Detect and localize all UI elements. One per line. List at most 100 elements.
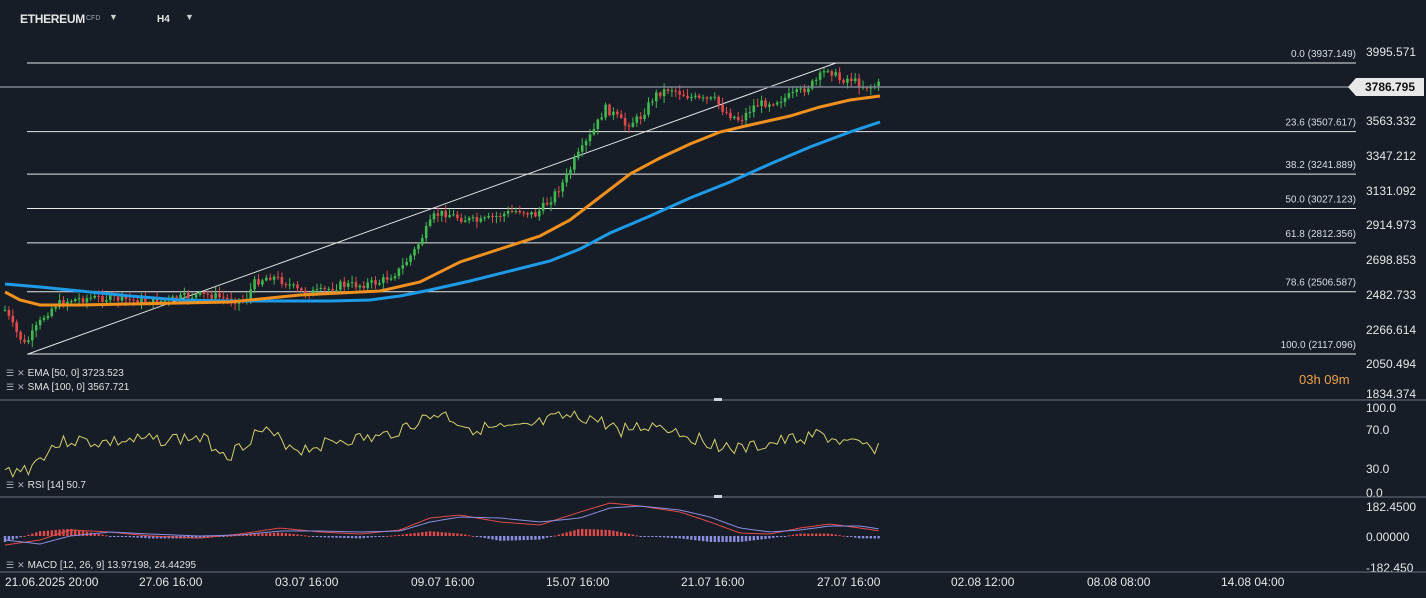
macd-histogram-bar — [491, 536, 494, 540]
candle-body — [733, 116, 736, 119]
macd-histogram-bar — [799, 533, 802, 536]
candle-body — [506, 211, 510, 214]
macd-histogram-bar — [838, 535, 841, 537]
macd-histogram-bar — [865, 536, 869, 539]
candle-body — [323, 287, 327, 290]
candle-body — [120, 295, 124, 301]
macd-histogram-bar — [362, 536, 365, 539]
candle-body — [331, 288, 334, 291]
time-axis-label: 21.06.2025 20:00 — [5, 575, 99, 589]
macd-histogram-bar — [27, 534, 30, 536]
macd-histogram-bar — [202, 536, 206, 539]
candle-body — [194, 294, 198, 298]
ema-legend[interactable]: ☰ ✕ EMA [50, 0] 3723.523 — [6, 368, 124, 379]
macd-histogram-bar — [335, 536, 338, 538]
candle-body — [163, 300, 167, 302]
macd-histogram-bar — [393, 535, 397, 537]
macd-histogram-bar — [503, 536, 506, 541]
candle-body — [370, 280, 373, 283]
candle-body — [705, 97, 709, 99]
macd-histogram-bar — [366, 536, 369, 538]
candle-body — [452, 214, 455, 216]
candle-body — [311, 289, 315, 296]
candle-body — [11, 315, 15, 323]
candle-body — [346, 283, 350, 287]
macd-histogram-bar — [670, 536, 674, 538]
macd-histogram-bar — [339, 536, 342, 538]
price-axis-label: 3995.571 — [1366, 45, 1416, 59]
macd-histogram-bar — [378, 536, 381, 537]
candle-body — [183, 293, 186, 295]
candle-body — [674, 90, 678, 92]
candle-body — [592, 129, 596, 135]
macd-histogram-bar — [284, 533, 287, 536]
candle-body — [175, 296, 178, 300]
candle-body — [826, 71, 830, 73]
macd-histogram-bar — [639, 536, 642, 537]
candle-body — [280, 277, 284, 285]
time-axis-label: 21.07 16:00 — [681, 575, 745, 589]
candle-body — [296, 284, 299, 289]
macd-histogram-bar — [124, 536, 128, 537]
candle-body — [764, 100, 767, 107]
symbol-name[interactable]: ETHEREUM — [20, 12, 85, 26]
macd-legend[interactable]: ☰ ✕ MACD [12, 26, 9] 13.97198, 24.44295 — [6, 560, 196, 571]
candle-body — [253, 279, 256, 290]
close-icon[interactable]: ✕ — [17, 560, 25, 570]
macd-histogram-bar — [350, 536, 354, 539]
fib-level-label: 23.6 (3507.617) — [1285, 118, 1356, 129]
time-axis-label: 03.07 16:00 — [275, 575, 339, 589]
candle-body — [752, 105, 756, 113]
rsi-axis-label: 100.0 — [1366, 401, 1396, 415]
caret-down-icon[interactable]: ▼ — [109, 12, 118, 22]
candle-body — [382, 277, 385, 283]
ema-label: EMA [50, 0] 3723.523 — [27, 368, 124, 379]
macd-histogram-bar — [713, 536, 716, 542]
macd-histogram-bar — [452, 533, 455, 536]
close-icon[interactable]: ✕ — [17, 368, 25, 378]
candle-body — [573, 157, 576, 170]
macd-histogram-bar — [604, 529, 607, 536]
rsi-legend[interactable]: ☰ ✕ RSI [14] 50.7 — [6, 480, 86, 491]
candle-body — [616, 111, 619, 115]
settings-icon[interactable]: ☰ — [6, 560, 15, 570]
macd-histogram-bar — [659, 536, 662, 538]
candle-body — [471, 217, 475, 219]
sma-legend[interactable]: ☰ ✕ SMA [100, 0] 3567.721 — [6, 382, 129, 393]
macd-histogram-bar — [405, 533, 408, 536]
timeframe-selector[interactable]: H4 — [157, 14, 170, 25]
candle-body — [15, 322, 18, 332]
macd-histogram-bar — [748, 536, 752, 541]
candle-body — [499, 215, 502, 217]
macd-axis-label: -182.450 — [1366, 561, 1414, 575]
caret-down-icon[interactable]: ▼ — [185, 12, 194, 22]
close-icon[interactable]: ✕ — [17, 480, 25, 490]
macd-histogram-bar — [596, 529, 599, 536]
price-axis-label: 2482.733 — [1366, 288, 1416, 302]
macd-histogram-bar — [272, 532, 276, 536]
macd-histogram-bar — [600, 529, 603, 536]
settings-icon[interactable]: ☰ — [6, 480, 15, 490]
candle-body — [479, 218, 483, 222]
price-axis-label: 2914.973 — [1366, 218, 1416, 232]
candle-body — [623, 117, 627, 126]
macd-histogram-bar — [760, 536, 763, 540]
close-icon[interactable]: ✕ — [17, 382, 25, 392]
candle-body — [389, 278, 393, 280]
candle-body — [569, 169, 572, 175]
macd-histogram-bar — [631, 534, 635, 536]
macd-histogram-bar — [128, 536, 131, 538]
candle-body — [70, 301, 73, 303]
candle-body — [401, 265, 405, 269]
settings-icon[interactable]: ☰ — [6, 368, 15, 378]
settings-icon[interactable]: ☰ — [6, 382, 15, 392]
candle-body — [428, 219, 432, 226]
candle-body — [491, 215, 494, 217]
macd-histogram-bar — [440, 532, 443, 536]
macd-histogram-bar — [846, 536, 849, 537]
candle-body — [366, 282, 369, 289]
candle-body — [315, 289, 319, 291]
candle-body — [799, 88, 802, 90]
macd-histogram-bar — [569, 531, 572, 536]
